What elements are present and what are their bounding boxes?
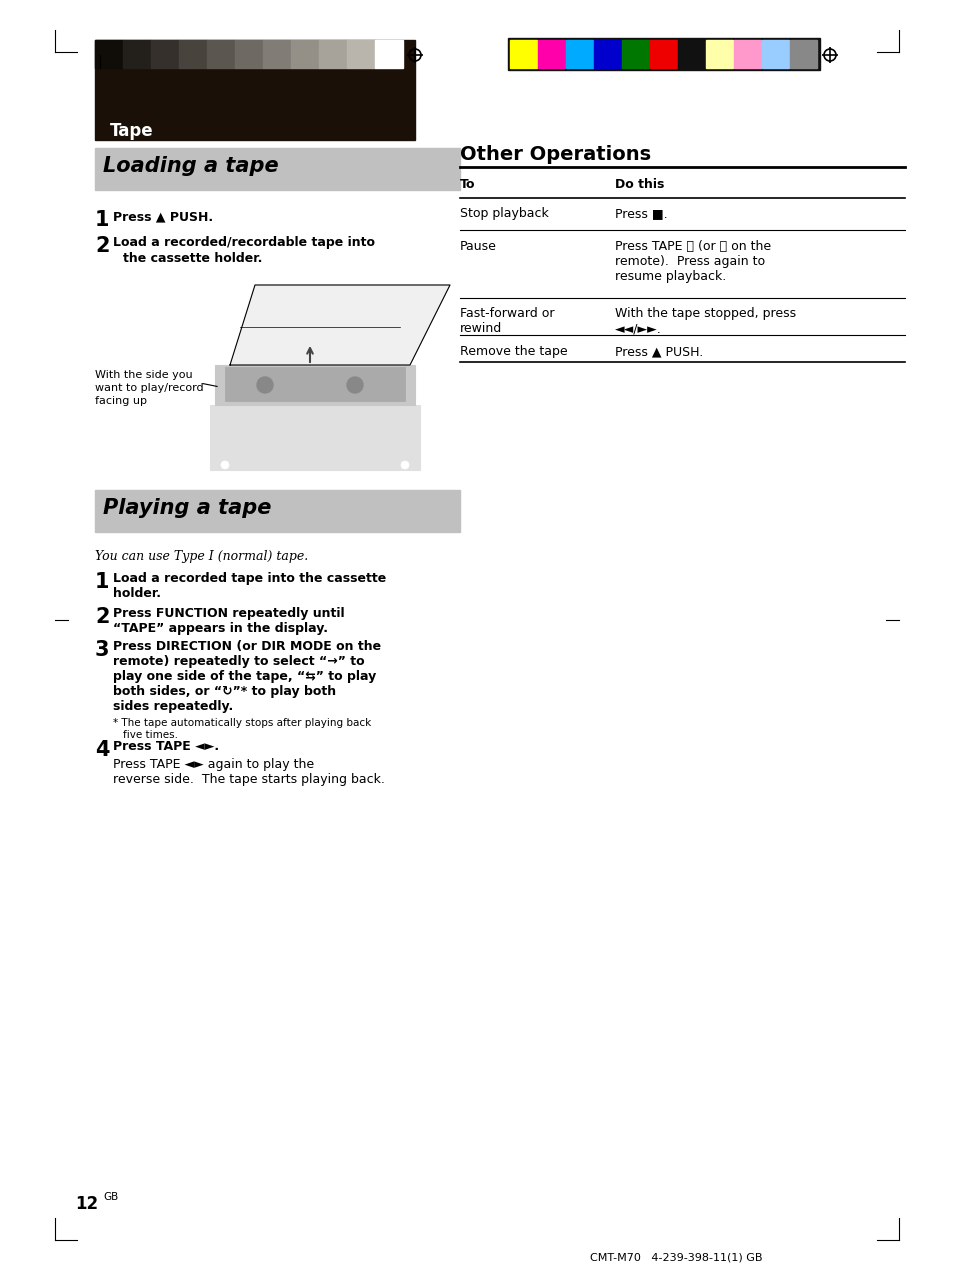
Text: Press TAPE ◄►.: Press TAPE ◄►. bbox=[112, 740, 219, 753]
Bar bbox=[318, 39, 347, 69]
Text: facing up: facing up bbox=[95, 396, 147, 406]
Bar bbox=[510, 39, 537, 69]
Text: “TAPE” appears in the display.: “TAPE” appears in the display. bbox=[112, 622, 328, 635]
Text: 1: 1 bbox=[95, 572, 110, 592]
Bar bbox=[789, 39, 816, 69]
Text: Loading a tape: Loading a tape bbox=[103, 156, 278, 177]
Text: With the side you: With the side you bbox=[95, 370, 193, 380]
Text: 4: 4 bbox=[95, 740, 110, 759]
Bar bbox=[225, 367, 405, 401]
Text: Press TAPE ◄► again to play the: Press TAPE ◄► again to play the bbox=[112, 758, 314, 771]
Bar bbox=[565, 39, 593, 69]
Text: You can use Type I (normal) tape.: You can use Type I (normal) tape. bbox=[95, 550, 308, 563]
Text: 2: 2 bbox=[95, 607, 110, 627]
Text: play one side of the tape, “⇆” to play: play one side of the tape, “⇆” to play bbox=[112, 671, 375, 683]
Text: Pause: Pause bbox=[459, 240, 497, 253]
Text: Load a recorded tape into the cassette: Load a recorded tape into the cassette bbox=[112, 572, 386, 585]
Bar bbox=[537, 39, 564, 69]
Bar bbox=[214, 364, 415, 405]
Text: Do this: Do this bbox=[615, 178, 663, 190]
Text: remote).  Press again to: remote). Press again to bbox=[615, 255, 764, 268]
Text: reverse side.  The tape starts playing back.: reverse side. The tape starts playing ba… bbox=[112, 773, 384, 786]
Bar bbox=[95, 149, 459, 190]
Bar bbox=[347, 39, 375, 69]
Bar bbox=[594, 39, 620, 69]
Text: the cassette holder.: the cassette holder. bbox=[123, 251, 262, 265]
Text: ◄◄/►►.: ◄◄/►►. bbox=[615, 323, 661, 335]
Text: want to play/record: want to play/record bbox=[95, 384, 203, 392]
Bar bbox=[234, 39, 263, 69]
Text: resume playback.: resume playback. bbox=[615, 271, 725, 283]
Text: To: To bbox=[459, 178, 475, 190]
Text: 12: 12 bbox=[75, 1195, 98, 1213]
Text: Fast-forward or: Fast-forward or bbox=[459, 307, 554, 320]
Bar bbox=[375, 39, 402, 69]
Text: 1: 1 bbox=[95, 210, 110, 230]
Text: Tape: Tape bbox=[110, 122, 153, 140]
Text: Press ▲ PUSH.: Press ▲ PUSH. bbox=[615, 345, 702, 358]
Text: 3: 3 bbox=[95, 640, 110, 660]
Bar bbox=[649, 39, 677, 69]
Text: Press DIRECTION (or DIR MODE on the: Press DIRECTION (or DIR MODE on the bbox=[112, 640, 381, 653]
Text: Stop playback: Stop playback bbox=[459, 207, 548, 220]
Bar bbox=[151, 39, 179, 69]
Text: five times.: five times. bbox=[123, 730, 178, 740]
Text: 2: 2 bbox=[95, 236, 110, 257]
Bar bbox=[95, 39, 415, 140]
Text: Load a recorded/recordable tape into: Load a recorded/recordable tape into bbox=[112, 236, 375, 249]
Bar bbox=[761, 39, 788, 69]
Text: Other Operations: Other Operations bbox=[459, 145, 651, 164]
Text: GB: GB bbox=[103, 1193, 118, 1201]
Bar bbox=[291, 39, 318, 69]
Text: holder.: holder. bbox=[112, 587, 161, 599]
Bar bbox=[210, 405, 419, 470]
Polygon shape bbox=[230, 284, 450, 364]
Text: CMT-M70   4-239-398-11(1) GB: CMT-M70 4-239-398-11(1) GB bbox=[589, 1252, 761, 1262]
Bar bbox=[95, 39, 123, 69]
Text: * The tape automatically stops after playing back: * The tape automatically stops after pla… bbox=[112, 718, 371, 728]
Circle shape bbox=[400, 461, 409, 469]
Bar bbox=[263, 39, 291, 69]
Text: Press TAPE ⏸ (or ⏸ on the: Press TAPE ⏸ (or ⏸ on the bbox=[615, 240, 770, 253]
Text: sides repeatedly.: sides repeatedly. bbox=[112, 700, 233, 712]
Bar bbox=[179, 39, 207, 69]
Text: Playing a tape: Playing a tape bbox=[103, 498, 271, 518]
Text: remote) repeatedly to select “→” to: remote) repeatedly to select “→” to bbox=[112, 655, 364, 668]
Text: With the tape stopped, press: With the tape stopped, press bbox=[615, 307, 796, 320]
Circle shape bbox=[256, 377, 273, 392]
Circle shape bbox=[221, 461, 229, 469]
Text: both sides, or “↻”* to play both: both sides, or “↻”* to play both bbox=[112, 685, 335, 699]
Bar bbox=[207, 39, 234, 69]
Bar bbox=[705, 39, 732, 69]
Bar bbox=[507, 38, 820, 70]
Bar bbox=[95, 490, 459, 532]
Text: Press ■.: Press ■. bbox=[615, 207, 667, 220]
Bar bbox=[678, 39, 704, 69]
Text: rewind: rewind bbox=[459, 323, 501, 335]
Bar bbox=[733, 39, 760, 69]
Bar bbox=[621, 39, 648, 69]
Circle shape bbox=[347, 377, 363, 392]
Text: Press FUNCTION repeatedly until: Press FUNCTION repeatedly until bbox=[112, 607, 344, 620]
Text: Remove the tape: Remove the tape bbox=[459, 345, 567, 358]
Text: Press ▲ PUSH.: Press ▲ PUSH. bbox=[112, 210, 213, 224]
Bar bbox=[123, 39, 151, 69]
